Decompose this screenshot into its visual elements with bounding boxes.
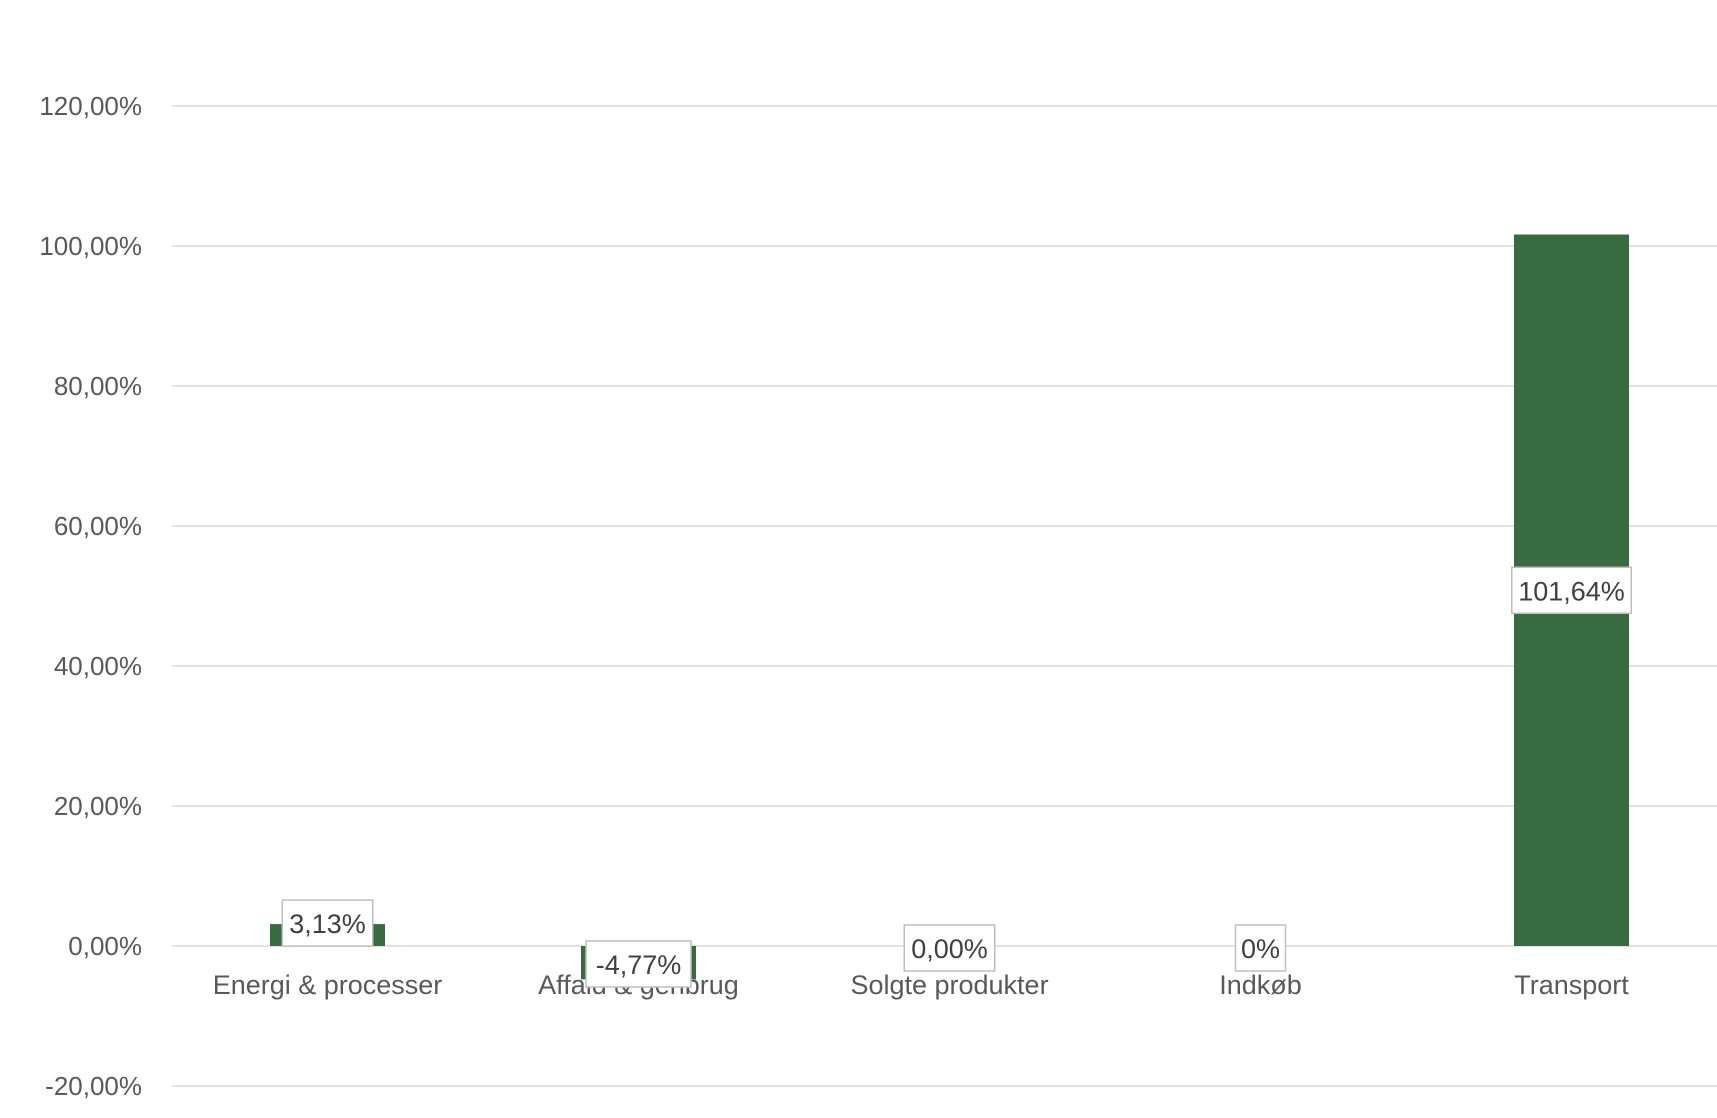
data-label-box <box>903 924 996 972</box>
y-tick-label: 80,00% <box>54 371 142 401</box>
y-tick-label: 20,00% <box>54 791 142 821</box>
y-tick-label: 100,00% <box>39 231 142 261</box>
data-label-text: 0,00% <box>911 934 988 964</box>
y-tick-label: 120,00% <box>39 91 142 121</box>
gridlines <box>172 105 1717 1087</box>
x-category-label: Transport <box>1514 970 1629 1000</box>
data-label-text: -4,77% <box>596 950 682 980</box>
data-label: -4,77% <box>585 940 692 988</box>
data-label: 101,64% <box>1511 566 1632 615</box>
y-tick-label: 0,00% <box>68 931 142 961</box>
y-tick-label: -20,00% <box>45 1071 142 1101</box>
x-category-label: Energi & processer <box>213 970 443 1000</box>
data-label-text: 101,64% <box>1518 576 1625 606</box>
data-labels: 3,13% -4,77% 0,00% 0% 101,64% <box>281 566 1632 988</box>
data-label: 3,13% <box>281 899 374 947</box>
bars <box>270 234 1629 980</box>
data-label-box <box>281 899 374 947</box>
data-label: 0% <box>1234 924 1287 972</box>
data-label-text: 0% <box>1241 934 1280 964</box>
data-label-box <box>1234 924 1287 972</box>
data-label-box <box>1511 566 1632 615</box>
data-label-box <box>585 940 692 988</box>
data-label: 0,00% <box>903 924 996 972</box>
data-label-text: 3,13% <box>289 909 366 939</box>
y-axis-tick-labels: -20,00% 0,00% 20,00% 40,00% 60,00% 80,00% 100,… <box>39 91 142 1101</box>
y-tick-label: 60,00% <box>54 511 142 541</box>
x-category-label: Solgte produkter <box>850 970 1048 1000</box>
y-tick-label: 40,00% <box>54 651 142 681</box>
x-category-label: Indkøb <box>1219 970 1302 1000</box>
